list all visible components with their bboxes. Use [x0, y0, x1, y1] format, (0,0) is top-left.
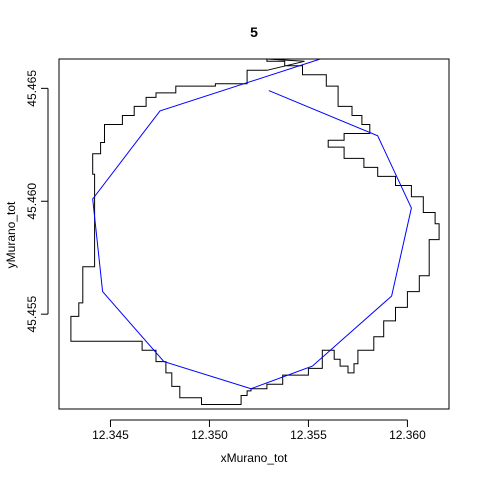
- blue-path-line: [92, 59, 412, 390]
- plot-frame: [58, 58, 450, 410]
- y-axis: 45.455 45.460 45.465: [25, 70, 49, 333]
- x-tick-label: 12.350: [191, 428, 228, 442]
- x-tick-label: 12.355: [290, 428, 327, 442]
- x-axis: 12.345 12.350 12.355 12.360: [92, 419, 426, 442]
- chart-title: 5: [250, 24, 258, 40]
- y-axis-label: yMurano_tot: [4, 201, 18, 268]
- x-tick-label: 12.360: [389, 428, 426, 442]
- series-layer: [70, 59, 440, 405]
- y-tick-label: 45.465: [25, 70, 39, 107]
- x-tick-label: 12.345: [92, 428, 129, 442]
- x-axis-label: xMurano_tot: [221, 451, 288, 465]
- y-tick-label: 45.460: [25, 183, 39, 220]
- outline-step-line: [70, 59, 440, 405]
- y-tick-label: 45.455: [25, 295, 39, 332]
